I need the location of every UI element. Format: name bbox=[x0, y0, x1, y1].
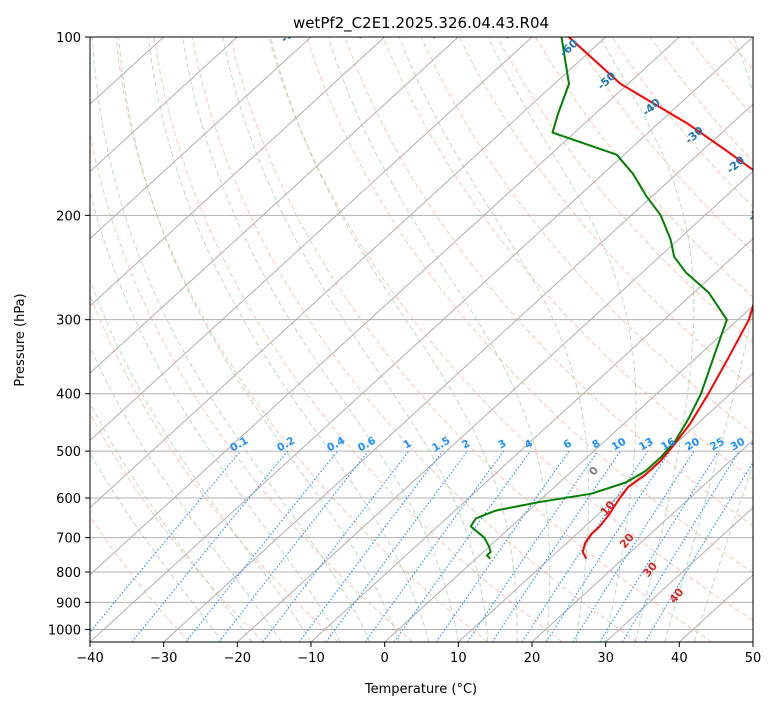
isotherm-label: -10 bbox=[745, 201, 769, 224]
moist-adiabat bbox=[599, 37, 695, 642]
mixing-ratio-label: 36 bbox=[749, 436, 768, 454]
mixing-ratio-line bbox=[521, 450, 649, 642]
dry-adiabat bbox=[382, 37, 753, 481]
dry-adiabat bbox=[191, 37, 638, 642]
x-tick-label: −10 bbox=[297, 651, 324, 666]
dry-adiabat bbox=[496, 37, 753, 344]
dry-adiabat bbox=[344, 37, 753, 527]
x-tick-label: −20 bbox=[224, 651, 251, 666]
moist-adiabat bbox=[147, 37, 430, 642]
mixing-ratio-line bbox=[572, 450, 695, 642]
chart-title: wetPf2_C2E1.2025.326.04.43.R04 bbox=[293, 14, 549, 33]
mixing-ratio-line bbox=[435, 450, 570, 642]
mixing-ratio-line bbox=[491, 450, 621, 642]
isotherm-line bbox=[457, 372, 753, 642]
mixing-ratio-line bbox=[218, 450, 369, 642]
isotherm-label: -80 bbox=[428, 20, 452, 43]
x-tick-label: 20 bbox=[524, 651, 541, 666]
dry-adiabat bbox=[229, 37, 712, 642]
y-tick-label: 700 bbox=[56, 532, 81, 547]
mixing-ratio-line bbox=[262, 450, 410, 642]
x-tick-label: −40 bbox=[76, 651, 103, 666]
y-tick-label: 900 bbox=[56, 596, 81, 611]
isotherm-line bbox=[90, 37, 533, 442]
mixing-ratio-line bbox=[545, 450, 671, 642]
dry-adiabat bbox=[268, 37, 753, 622]
mixing-ratio-line bbox=[644, 461, 753, 642]
mixing-ratio-line bbox=[298, 450, 444, 642]
isotherm-line bbox=[90, 37, 238, 173]
dry-adiabat bbox=[90, 131, 414, 642]
isotherm-line bbox=[90, 37, 386, 307]
isotherm-line bbox=[90, 37, 459, 374]
moist-adiabat bbox=[487, 37, 637, 642]
mixing-ratio-line bbox=[621, 450, 740, 642]
plot-frame bbox=[89, 36, 754, 643]
dewpoint-profile-line bbox=[469, 37, 728, 560]
dry-adiabat bbox=[153, 37, 563, 642]
mixing-ratio-line bbox=[393, 450, 531, 642]
x-tick-label: 30 bbox=[597, 651, 614, 666]
dry-adiabat bbox=[90, 412, 264, 642]
isotherm-line bbox=[236, 170, 753, 642]
y-tick-label: 800 bbox=[56, 566, 81, 581]
mixing-ratio-line bbox=[467, 450, 599, 642]
y-tick-label: 500 bbox=[56, 445, 81, 460]
moist-adiabat bbox=[118, 37, 400, 642]
y-tick-label: 300 bbox=[56, 314, 81, 329]
dry-adiabat bbox=[420, 37, 753, 435]
moist-adiabat bbox=[90, 402, 253, 642]
y-tick-label: 400 bbox=[56, 388, 81, 403]
reference-lines bbox=[90, 37, 753, 642]
x-tick-label: 40 bbox=[671, 651, 688, 666]
x-axis-label: Temperature (°C) bbox=[364, 682, 477, 697]
y-tick-label: 100 bbox=[56, 31, 81, 46]
moist-adiabat bbox=[90, 452, 223, 642]
isotherm-line bbox=[605, 506, 753, 642]
isotherm-line bbox=[90, 37, 607, 509]
isotherm-line bbox=[384, 305, 753, 642]
x-tick-label: 50 bbox=[745, 651, 762, 666]
moist-adiabat bbox=[693, 462, 753, 642]
isotherm-line bbox=[90, 37, 753, 642]
isotherm-line bbox=[531, 439, 753, 642]
y-tick-label: 200 bbox=[56, 209, 81, 224]
mixing-ratio-line bbox=[599, 450, 720, 642]
mixing-ratio-line bbox=[364, 450, 505, 642]
isotherm-label: -90 bbox=[355, 20, 379, 43]
moist-adiabat bbox=[90, 278, 312, 642]
isotherm-line bbox=[163, 103, 753, 642]
moist-adiabat bbox=[664, 37, 753, 642]
mixing-ratio-line bbox=[325, 450, 468, 642]
moist-adiabat bbox=[269, 37, 518, 642]
moist-adiabat bbox=[398, 37, 590, 642]
moist-adiabat bbox=[222, 37, 489, 642]
dry-adiabat bbox=[115, 37, 488, 642]
mixing-ratio-line bbox=[131, 450, 289, 642]
x-tick-label: −30 bbox=[150, 651, 177, 666]
axes: −40 −30 −20 −10 0 10 20 30 40 50 100 200 300 400 500 60… bbox=[48, 31, 761, 666]
y-tick-label: 600 bbox=[56, 492, 81, 507]
y-axis-label: Pressure (hPa) bbox=[13, 293, 28, 386]
background-grid bbox=[90, 37, 753, 642]
dry-adiabat bbox=[306, 37, 753, 574]
moist-adiabat bbox=[90, 189, 341, 642]
x-tick-label: 10 bbox=[450, 651, 467, 666]
y-tick-label: 1000 bbox=[48, 623, 81, 638]
moist-adiabat bbox=[182, 37, 459, 642]
dry-adiabat bbox=[535, 37, 753, 298]
isotherm-label: -70 bbox=[502, 20, 526, 43]
x-tick-label: 0 bbox=[381, 651, 389, 666]
isotherm-line bbox=[90, 37, 312, 240]
